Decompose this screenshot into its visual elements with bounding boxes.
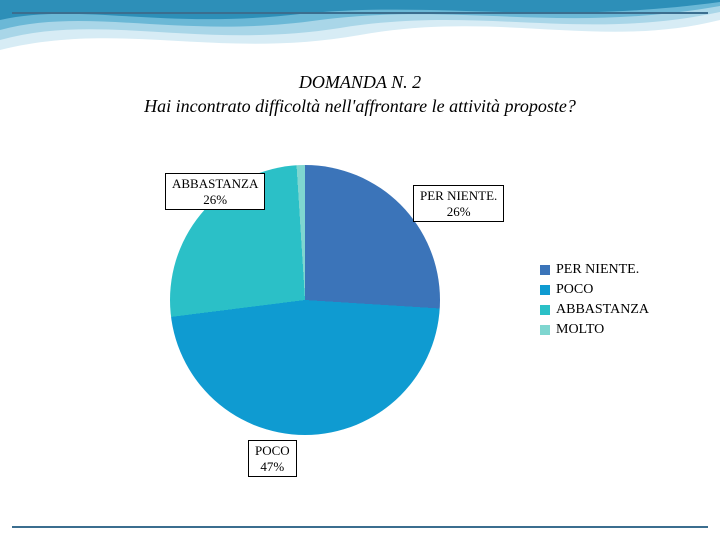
slice-label-value: 26%: [420, 204, 497, 220]
slice-label-name: PER NIENTE.: [420, 188, 497, 204]
chart-legend: PER NIENTE. POCO ABBASTANZA MOLTO: [540, 262, 649, 342]
legend-swatch: [540, 265, 550, 275]
legend-item-molto: MOLTO: [540, 322, 649, 338]
wave-layer-2: [0, 0, 720, 40]
legend-text: MOLTO: [556, 322, 604, 338]
legend-text: POCO: [556, 282, 593, 298]
wave-layer-4: [0, 0, 720, 20]
legend-swatch: [540, 285, 550, 295]
title-line-1: DOMANDA N. 2: [0, 70, 720, 94]
legend-swatch: [540, 305, 550, 315]
slice-label-name: ABBASTANZA: [172, 176, 258, 192]
slice-label-per-niente: PER NIENTE. 26%: [413, 185, 504, 222]
wave-layer-3: [0, 0, 720, 30]
slice-label-value: 47%: [255, 459, 290, 475]
legend-swatch: [540, 325, 550, 335]
legend-item-poco: POCO: [540, 282, 649, 298]
slice-label-value: 26%: [172, 192, 258, 208]
slice-label-abbastanza: ABBASTANZA 26%: [165, 173, 265, 210]
legend-text: ABBASTANZA: [556, 302, 649, 318]
slice-label-poco: POCO 47%: [248, 440, 297, 477]
slice-label-name: POCO: [255, 443, 290, 459]
title-line-2: Hai incontrato difficoltà nell'affrontar…: [0, 94, 720, 118]
legend-item-per-niente: PER NIENTE.: [540, 262, 649, 278]
legend-item-abbastanza: ABBASTANZA: [540, 302, 649, 318]
legend-text: PER NIENTE.: [556, 262, 639, 278]
wave-layer-1: [0, 0, 720, 50]
chart-title: DOMANDA N. 2 Hai incontrato difficoltà n…: [0, 70, 720, 119]
